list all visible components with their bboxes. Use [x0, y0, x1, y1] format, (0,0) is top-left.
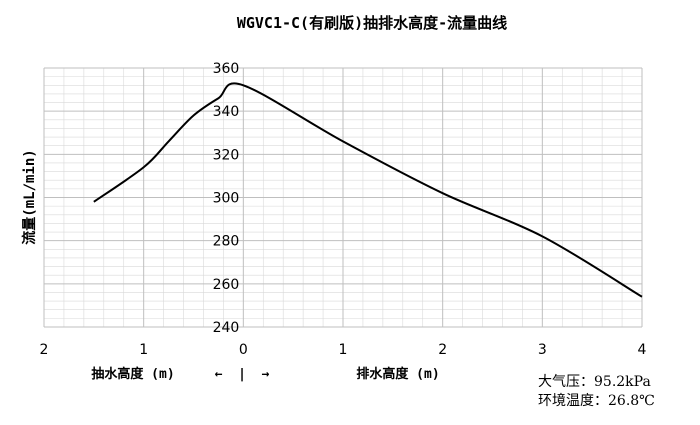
x-tick-label: 1	[339, 342, 348, 358]
y-tick-label: 260	[213, 277, 240, 293]
x-tick-label: 4	[638, 342, 647, 358]
x-axis-label-left: 抽水高度 (m)	[91, 366, 174, 382]
atmospheric-pressure: 大气压：95.2kPa	[538, 374, 651, 390]
series-group	[93, 82, 643, 298]
y-tick-label: 240	[213, 320, 240, 336]
y-tick-label: 280	[213, 234, 240, 250]
x-tick-labels: 2 1 0 1 2 3 4	[40, 342, 647, 358]
y-tick-label: 360	[213, 61, 240, 77]
x-tick-label: 2	[40, 342, 49, 358]
y-tick-label: 300	[213, 191, 240, 207]
y-tick-labels: 240 260 280 300 320 340 360	[213, 61, 240, 336]
x-tick-label: 2	[438, 342, 447, 358]
flow-curve-line	[93, 82, 643, 298]
y-tick-label: 320	[213, 147, 240, 163]
x-tick-label: 0	[239, 342, 248, 358]
x-tick-label: 3	[538, 342, 547, 358]
x-axis-label-right: 排水高度 (m)	[356, 366, 439, 382]
y-axis-label: 流量(mL/min)	[21, 149, 38, 244]
y-tick-label: 340	[213, 104, 240, 120]
direction-arrows: ← | →	[215, 367, 270, 382]
chart-title: WGVC1-C(有刷版)抽排水高度-流量曲线	[237, 14, 507, 32]
ambient-temperature: 环境温度：26.8℃	[538, 393, 655, 409]
grid-lines	[43, 67, 643, 328]
x-tick-label: 1	[139, 342, 148, 358]
